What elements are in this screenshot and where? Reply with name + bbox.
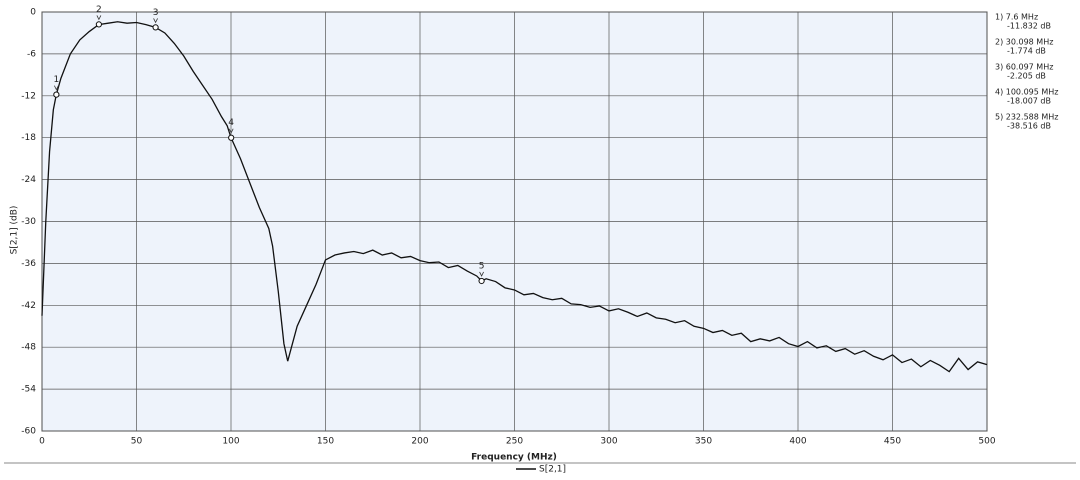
y-tick-label: 0 (30, 8, 36, 18)
readout: 3) 60.097 MHz (995, 63, 1053, 72)
y-tick-label: -42 (21, 301, 36, 311)
marker-arrow (479, 271, 484, 277)
marker-point (228, 134, 235, 141)
readout: -11.832 dB (1007, 22, 1051, 31)
x-tick-label: 200 (411, 437, 428, 447)
readout: 5) 232.588 MHz (995, 113, 1059, 122)
y-tick-label: -12 (21, 91, 36, 101)
marker-point (95, 21, 102, 28)
marker-label: 3 (153, 8, 159, 18)
y-tick-label: -6 (27, 49, 36, 59)
readout: -38.516 dB (1007, 122, 1051, 131)
y-axis-title: S[2,1] (dB) (10, 206, 20, 255)
marker-arrow (228, 128, 234, 134)
x-tick-label: 400 (789, 437, 806, 447)
x-tick-label: 150 (317, 437, 334, 447)
x-tick-label: 250 (506, 437, 523, 447)
marker-point (152, 24, 159, 31)
legend-label: S[2,1] (539, 465, 566, 475)
x-tick-label: 100 (222, 437, 239, 447)
marker-label: 2 (96, 5, 102, 15)
y-tick-label: -36 (21, 259, 36, 269)
marker-point (53, 91, 60, 98)
series-line (41, 21, 988, 373)
y-tick-label: -48 (21, 343, 36, 353)
x-tick-label: 50 (131, 437, 143, 447)
x-tick-label: 300 (600, 437, 617, 447)
marker-arrow (153, 18, 158, 24)
marker-label: 1 (53, 75, 59, 85)
readout: 1) 7.6 MHz (995, 13, 1038, 22)
readout: 4) 100.095 MHz (995, 88, 1059, 97)
marker-arrow (96, 15, 102, 21)
x-tick-label: 0 (39, 437, 45, 447)
y-tick-label: -30 (21, 217, 36, 227)
marker-label: 5 (479, 261, 485, 271)
x-tick-label: 500 (978, 437, 995, 447)
marker-arrow (54, 85, 59, 91)
y-tick-label: -60 (21, 427, 36, 437)
y-tick-label: -54 (21, 385, 36, 395)
marker-point (478, 277, 485, 285)
readout: -1.774 dB (1007, 47, 1046, 56)
x-tick-label: 450 (884, 437, 901, 447)
x-tick-label: 350 (695, 437, 712, 447)
marker-label: 4 (228, 118, 234, 128)
readout: 2) 30.098 MHz (995, 38, 1053, 47)
x-axis-title: Frequency (MHz) (471, 453, 557, 463)
y-tick-label: -24 (21, 175, 36, 185)
readout: -18.007 dB (1007, 97, 1051, 106)
readout: -2.205 dB (1007, 72, 1046, 81)
y-tick-label: -18 (21, 133, 36, 143)
